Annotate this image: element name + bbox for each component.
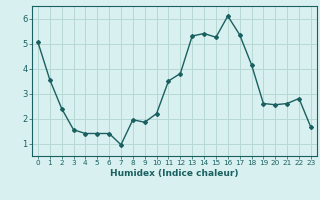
X-axis label: Humidex (Indice chaleur): Humidex (Indice chaleur) [110, 169, 239, 178]
